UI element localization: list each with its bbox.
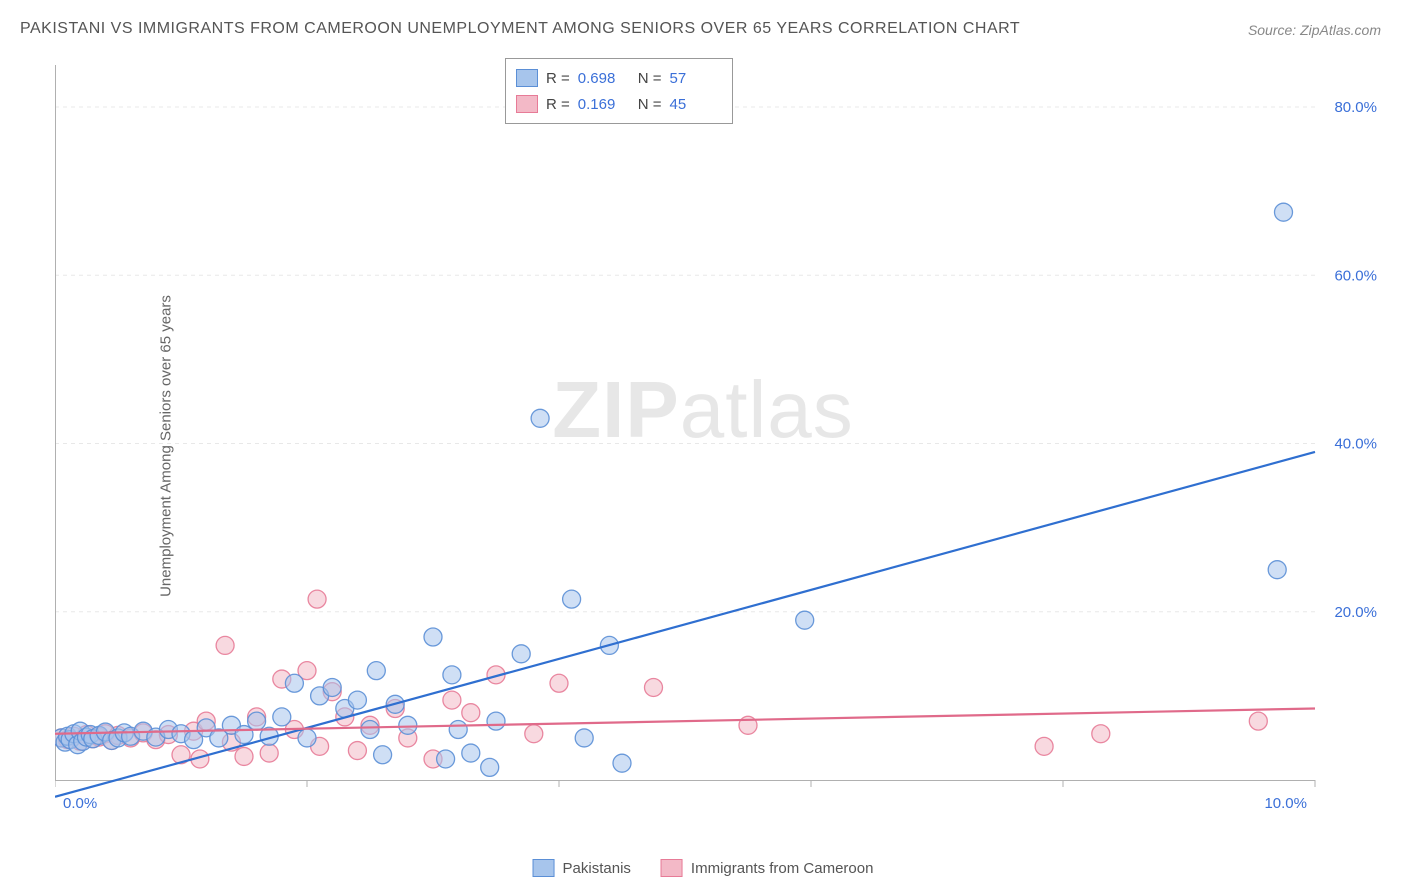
legend-n-label: N = (638, 70, 662, 87)
svg-text:0.0%: 0.0% (63, 795, 97, 812)
plot-area: 0.0% 10.0% 20.0% 40.0% 60.0% 80.0% (55, 55, 1385, 815)
x-legend-item: Pakistanis (533, 859, 631, 877)
legend-stats-box: R = 0.698 N = 57 R = 0.169 N = 45 (505, 58, 733, 124)
legend-r-value: 0.169 (578, 96, 630, 113)
legend-swatch (661, 859, 683, 877)
legend-n-label: N = (638, 96, 662, 113)
legend-swatch (516, 69, 538, 87)
legend-stats-row: R = 0.698 N = 57 (516, 65, 722, 91)
legend-r-label: R = (546, 70, 570, 87)
scatter-chart: 0.0% 10.0% 20.0% 40.0% 60.0% 80.0% (55, 55, 1385, 815)
legend-swatch (533, 859, 555, 877)
x-legend-label: Pakistanis (563, 860, 631, 877)
svg-text:60.0%: 60.0% (1334, 267, 1377, 284)
chart-title: PAKISTANI VS IMMIGRANTS FROM CAMEROON UN… (20, 20, 1020, 38)
legend-n-value: 57 (670, 70, 722, 87)
legend-stats-row: R = 0.169 N = 45 (516, 91, 722, 117)
legend-swatch (516, 95, 538, 113)
x-legend-label: Immigrants from Cameroon (691, 860, 874, 877)
source-label: Source: ZipAtlas.com (1248, 22, 1381, 38)
legend-n-value: 45 (670, 96, 722, 113)
svg-text:80.0%: 80.0% (1334, 99, 1377, 116)
legend-r-label: R = (546, 96, 570, 113)
svg-text:20.0%: 20.0% (1334, 604, 1377, 621)
x-legend-item: Immigrants from Cameroon (661, 859, 874, 877)
svg-text:10.0%: 10.0% (1264, 795, 1307, 812)
svg-text:40.0%: 40.0% (1334, 436, 1377, 453)
legend-r-value: 0.698 (578, 70, 630, 87)
x-legend: Pakistanis Immigrants from Cameroon (533, 859, 874, 877)
